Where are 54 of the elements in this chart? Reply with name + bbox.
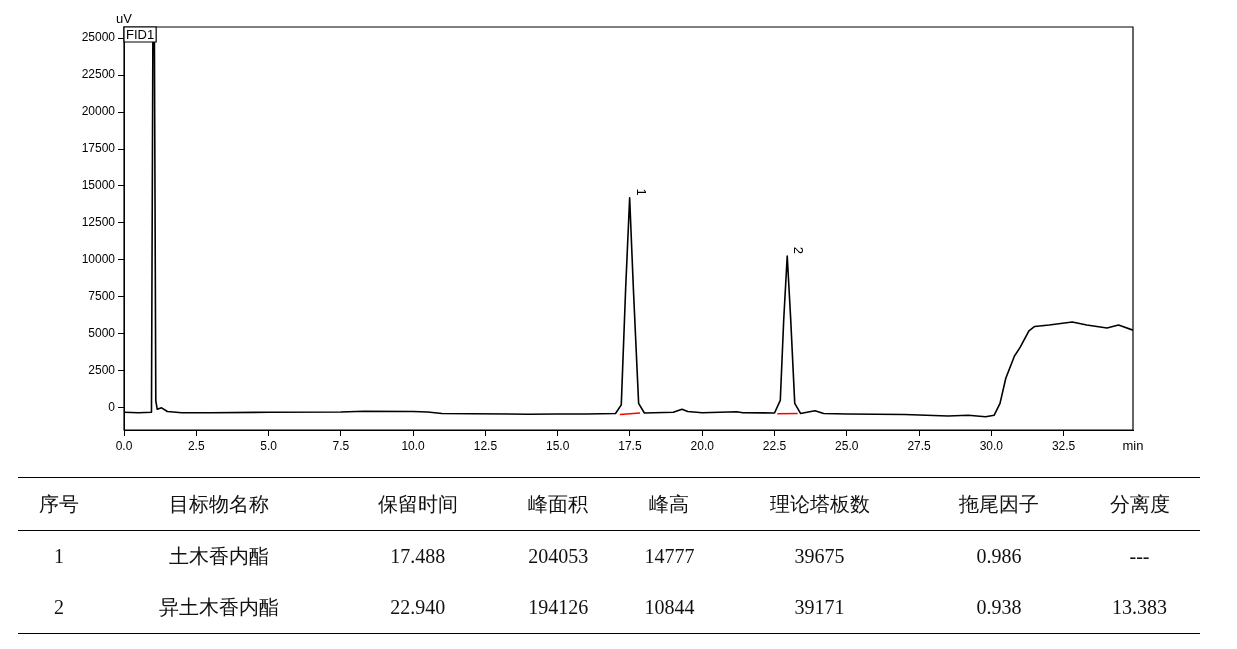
text: 39171 — [720, 582, 920, 634]
category-label: 分离度 — [1079, 477, 1200, 531]
x-tick-label: 0.0 — [115, 438, 133, 453]
text: 0.986 — [975, 544, 1023, 569]
category-label: 目标物名称 — [99, 477, 338, 531]
y-tick-label: 22500 — [81, 67, 116, 82]
x-tick-label: 22.5 — [762, 438, 787, 453]
x-tick-label: 2.5 — [187, 438, 205, 453]
x-tick-label: 20.0 — [690, 438, 715, 453]
x-tick-label: 12.5 — [473, 438, 498, 453]
y-tick-label: 10000 — [81, 252, 116, 267]
y-tick-label: 7500 — [88, 289, 116, 304]
y-tick-label: 5000 — [88, 326, 116, 341]
y-tick-label: 2500 — [88, 363, 116, 378]
text: 204053 — [527, 544, 590, 569]
text: 1 — [52, 544, 65, 569]
x-tick-label: 5.0 — [260, 438, 278, 453]
x-tick-label: 10.0 — [401, 438, 426, 453]
text: 194126 — [497, 582, 619, 634]
text: 13.383 — [1079, 582, 1200, 634]
x-tick-label: 32.5 — [1051, 438, 1076, 453]
y-axis-title: uV — [116, 11, 133, 27]
x-tick-label: 30.0 — [979, 438, 1004, 453]
y-tick-label: 15000 — [81, 178, 116, 193]
text: 10844 — [618, 582, 721, 634]
category-label: 峰面积 — [497, 477, 619, 531]
annotation: 2 — [791, 246, 807, 254]
category-label: 理论塔板数 — [720, 477, 920, 531]
x-tick-label: 27.5 — [907, 438, 932, 453]
category-label: 拖尾因子 — [919, 477, 1080, 531]
text: 土木香内酯 — [167, 544, 270, 569]
text: 14777 — [643, 544, 696, 569]
y-tick-label: 12500 — [81, 215, 116, 230]
text: 39675 — [793, 544, 846, 569]
text: 异土木香内酯 — [99, 582, 338, 634]
category-label: 峰高 — [618, 477, 721, 531]
annotation: 1 — [633, 188, 649, 196]
text: 17.488 — [389, 544, 447, 569]
text: 22.940 — [337, 582, 498, 634]
y-tick-label: 0 — [108, 400, 116, 415]
x-tick-label: 7.5 — [332, 438, 350, 453]
x-axis-title: min — [1122, 438, 1144, 454]
text: 0.938 — [919, 582, 1080, 634]
y-tick-label: 17500 — [81, 141, 116, 156]
text: --- — [1128, 544, 1151, 569]
x-tick-label: 17.5 — [618, 438, 642, 453]
x-tick-label: 15.0 — [545, 438, 570, 453]
text: 2 — [18, 582, 100, 634]
y-tick-label: 20000 — [81, 104, 116, 119]
x-tick-label: 25.0 — [835, 438, 859, 453]
category-label: 序号 — [18, 477, 100, 531]
category-label: 保留时间 — [337, 477, 498, 531]
annotation: FID1 — [126, 26, 155, 42]
y-tick-label: 25000 — [81, 30, 116, 45]
